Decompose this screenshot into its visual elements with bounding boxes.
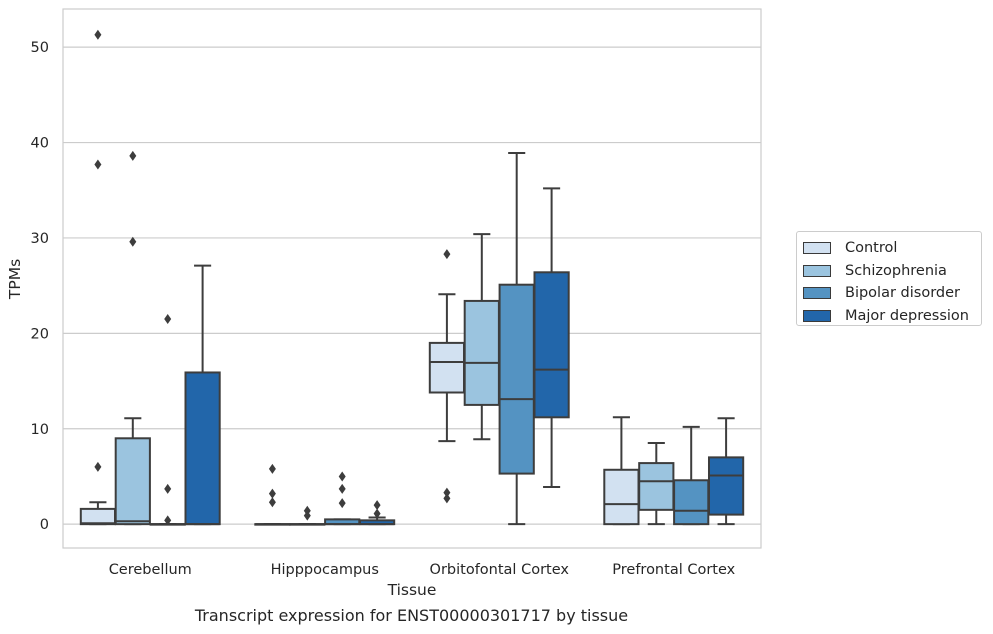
outlier-point <box>443 487 451 498</box>
x-tick-label-cerebellum: Cerebellum <box>109 562 192 578</box>
y-axis-label: TPMs <box>6 259 24 300</box>
outlier-point <box>303 505 311 516</box>
box-body <box>707 456 745 516</box>
box-groups <box>79 29 745 526</box>
outlier-point <box>164 314 172 325</box>
outlier-point <box>338 483 346 494</box>
box-hipppocampus-schizophrenia <box>289 505 326 526</box>
box-body <box>184 371 221 526</box>
box-cerebellum-schizophrenia <box>114 150 151 526</box>
box-body <box>498 283 535 475</box>
legend-label-major-depression: Major depression <box>845 307 969 324</box>
box-body <box>79 507 117 526</box>
box-body <box>114 437 151 526</box>
legend-label-control: Control <box>845 240 898 257</box>
outlier-point <box>268 497 276 508</box>
y-tick-label-40: 40 <box>31 136 49 152</box>
outlier-point <box>129 150 137 161</box>
box-cerebellum-bipolar-disorder <box>149 314 186 526</box>
outlier-point <box>443 493 451 504</box>
outlier-point <box>443 249 451 260</box>
outlier-point <box>129 236 137 247</box>
outlier-point <box>164 515 172 526</box>
legend-item-schizophrenia: Schizophrenia <box>803 260 981 283</box>
y-tick-label-20: 20 <box>31 326 49 342</box>
box-orbitofontal-cortex-bipolar-disorder <box>498 152 535 526</box>
box-prefrontal-cortex-bipolar-disorder <box>673 425 710 526</box>
legend-swatch-major-depression <box>803 309 831 322</box>
box-body <box>533 271 570 419</box>
x-tick-label-orbitofontal-cortex: Orbitofontal Cortex <box>430 562 570 578</box>
x-tick-labels: Cerebellum Hipppocampus Orbitofontal Corte… <box>109 562 736 578</box>
box-hipppocampus-major-depression <box>358 500 396 526</box>
outlier-point <box>94 461 102 472</box>
y-tick-label-10: 10 <box>31 422 49 438</box>
outlier-point <box>338 498 346 509</box>
legend-item-major-depression: Major depression <box>803 305 981 328</box>
legend-swatch-bipolar-disorder <box>803 287 831 300</box>
y-tick-label-30: 30 <box>31 231 49 247</box>
x-tick-label-prefrontal-cortex: Prefrontal Cortex <box>612 562 735 578</box>
y-tick-label-50: 50 <box>31 40 49 56</box>
y-gridlines <box>63 46 761 525</box>
outlier-point <box>94 29 102 40</box>
outlier-point <box>94 159 102 170</box>
box-body <box>463 299 500 406</box>
outlier-point <box>268 488 276 499</box>
box-cerebellum-major-depression <box>184 264 221 526</box>
box-orbitofontal-cortex-schizophrenia <box>463 233 500 441</box>
y-tick-label-0: 0 <box>40 517 49 533</box>
legend-label-bipolar-disorder: Bipolar disorder <box>845 285 960 302</box>
x-tick-label-hipppocampus: Hipppocampus <box>271 562 379 578</box>
legend-item-control: Control <box>803 237 981 260</box>
box-prefrontal-cortex-major-depression <box>707 417 745 526</box>
box-prefrontal-cortex-schizophrenia <box>638 442 675 526</box>
outlier-point <box>164 483 172 494</box>
outlier-point <box>373 508 381 519</box>
box-body <box>428 341 466 394</box>
box-body <box>603 468 640 526</box>
x-axis-label: Tissue <box>387 581 437 599</box>
box-orbitofontal-cortex-major-depression <box>533 187 570 488</box>
box-body <box>638 462 675 511</box>
box-cerebellum-control <box>79 29 117 526</box>
legend-item-bipolar-disorder: Bipolar disorder <box>803 282 981 305</box>
outlier-point <box>268 463 276 474</box>
box-orbitofontal-cortex-control <box>428 249 466 504</box>
box-body <box>673 479 710 526</box>
legend-label-schizophrenia: Schizophrenia <box>845 262 947 279</box>
box-prefrontal-cortex-control <box>603 416 640 526</box>
outlier-point <box>373 500 381 511</box>
plot-area-frame <box>62 8 762 549</box>
y-tick-labels: 0 10 20 30 40 50 <box>31 40 49 533</box>
outlier-point <box>338 471 346 482</box>
legend: Control Schizophrenia Bipolar disorder M… <box>796 231 982 326</box>
chart-caption: Transcript expression for ENST0000030171… <box>194 606 629 625</box>
legend-swatch-control <box>803 242 831 255</box>
box-hipppocampus-control <box>254 463 291 526</box>
legend-swatch-schizophrenia <box>803 264 831 277</box>
box-hipppocampus-bipolar-disorder <box>324 471 361 526</box>
